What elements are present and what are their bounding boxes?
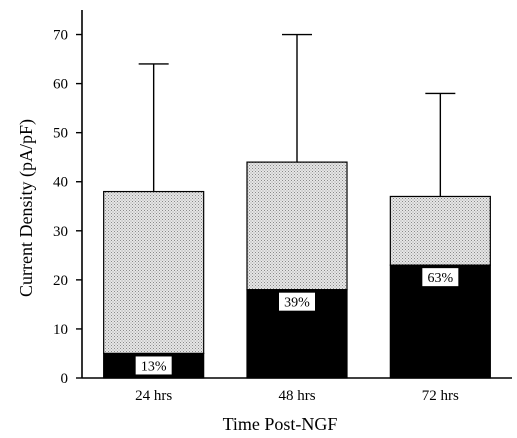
x-tick-label: 48 hrs [278, 388, 315, 404]
data-label-box [279, 292, 315, 311]
data-label: 63% [427, 271, 453, 286]
labels: 24 hrs 13% 48 hrs 39% 72 hrs 63% [135, 268, 459, 404]
bar-segment-total [103, 190, 205, 355]
bar-segment-total [246, 161, 348, 291]
y-tick-label: 30 [53, 224, 68, 240]
data-label-box [422, 268, 459, 287]
data-label: 39% [284, 296, 310, 311]
bar-segment-total [389, 195, 491, 266]
y-tick-label: 50 [53, 126, 68, 142]
x-tick-label: 72 hrs [422, 388, 459, 404]
x-tick-label: 24 hrs [135, 388, 172, 404]
y-axis-title: Current Density (pA/pF) [16, 119, 37, 297]
y-tick-label: 10 [53, 322, 68, 338]
x-axis-title: Time Post-NGF [223, 414, 338, 434]
y-tick-label: 0 [61, 371, 69, 387]
data-label-box [135, 356, 172, 375]
y-tick-label: 60 [53, 77, 68, 93]
data-label: 13% [141, 359, 167, 374]
y-tick-label: 70 [53, 28, 68, 44]
error-bars [138, 33, 456, 197]
y-tick-label: 40 [53, 175, 68, 191]
y-tick-label: 20 [53, 273, 68, 289]
